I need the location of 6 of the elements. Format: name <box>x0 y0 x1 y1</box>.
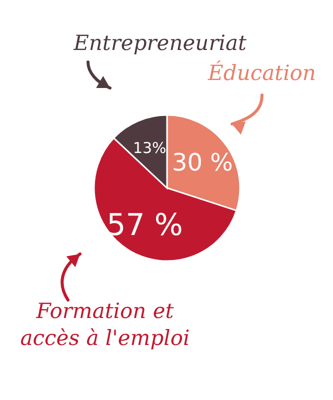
data-label: 30 % <box>172 148 233 176</box>
legend-label: Formation et accès à l'emploi <box>20 299 190 350</box>
data-label: 57 % <box>106 208 183 244</box>
slice-label: Éducation <box>207 60 316 85</box>
data-label: 13% <box>132 138 166 157</box>
slice-label: Entrepreneuriat <box>72 31 247 55</box>
